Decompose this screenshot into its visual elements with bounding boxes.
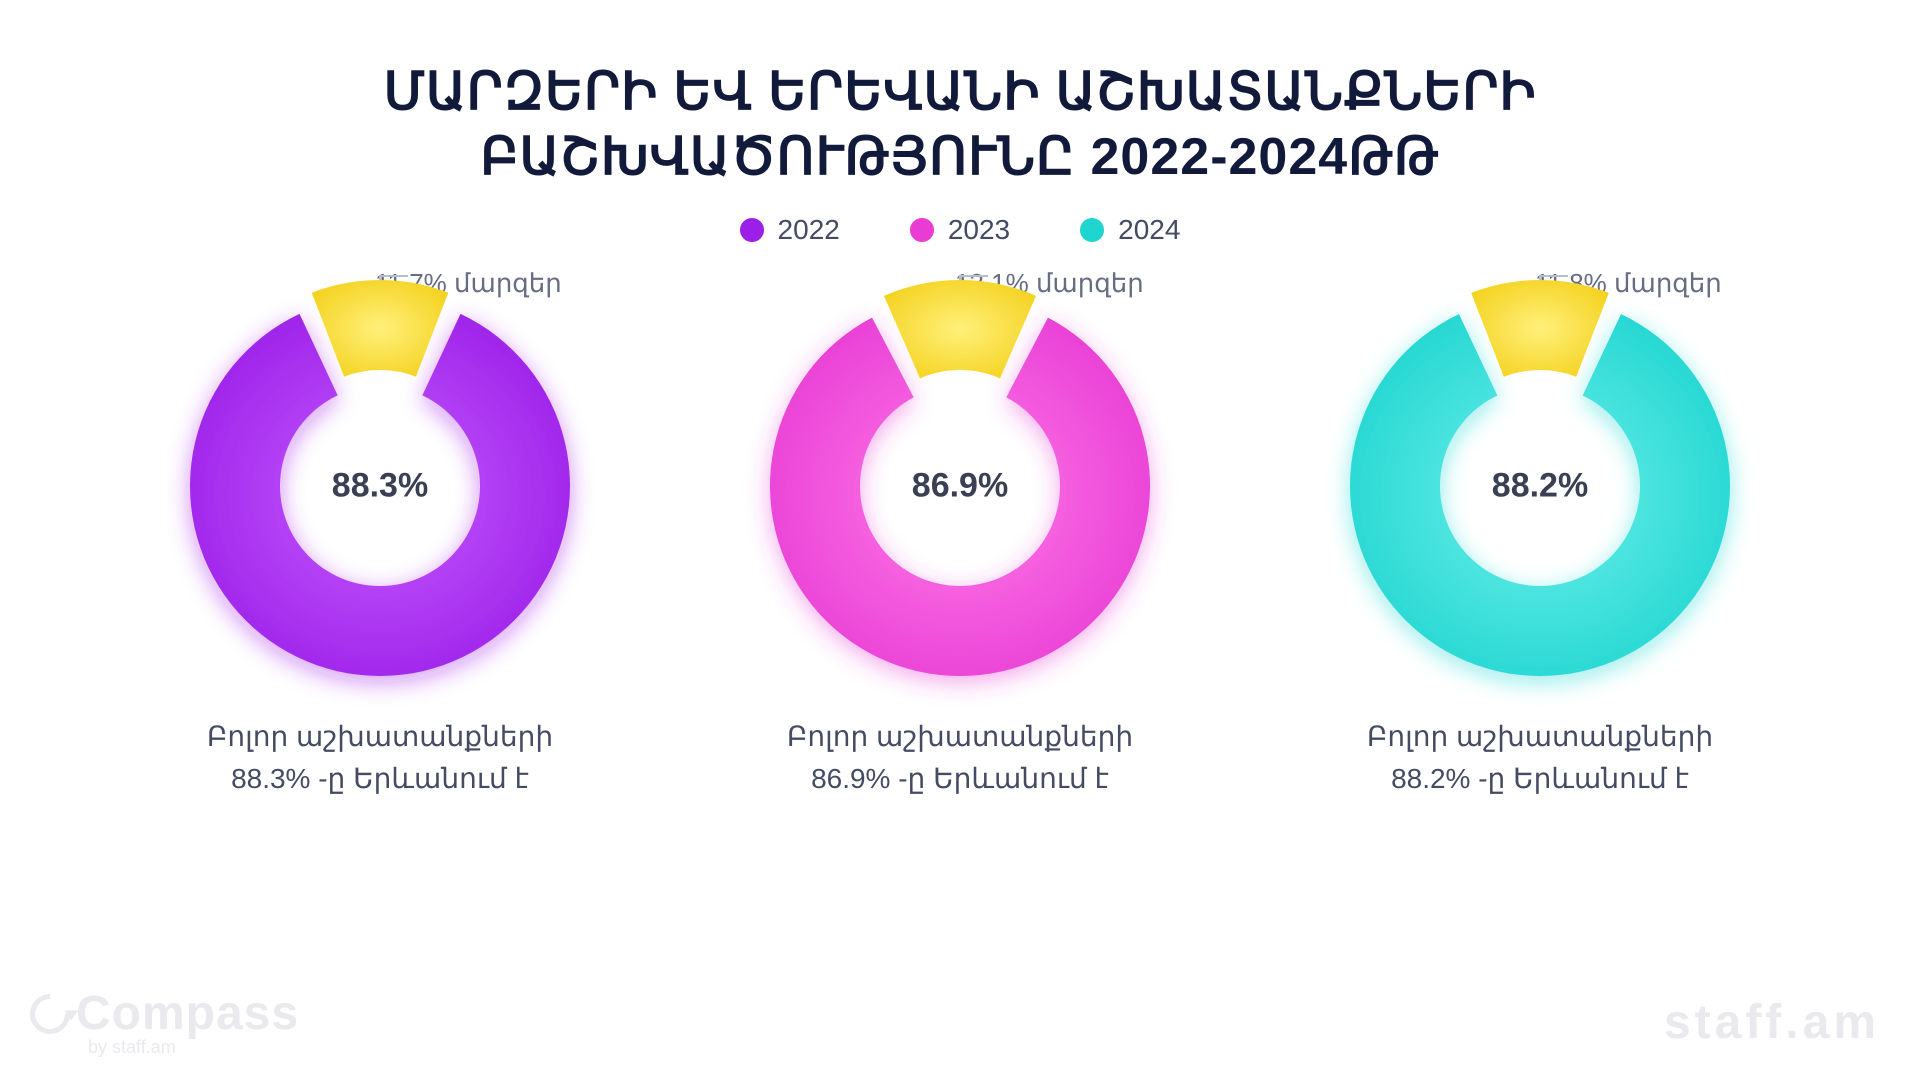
donut-minor-slice bbox=[1471, 280, 1609, 377]
donut-chart-2022: 88.3% bbox=[180, 286, 580, 686]
legend-label: 2022 bbox=[778, 214, 840, 246]
donut-center-label: 88.3% bbox=[332, 467, 428, 506]
watermark-left-text: Compass bbox=[76, 986, 299, 1041]
title-line-1: ՄԱՐԶԵՐԻ ԵՎ ԵՐԵՎԱՆԻ ԱՇԽԱՏԱՆՔՆԵՐԻ bbox=[0, 60, 1920, 125]
title-line-2: ԲԱՇԽՎԱԾՈՒԹՅՈՒՆԸ 2022-2024ԹԹ bbox=[0, 125, 1920, 190]
chart-card-2023: 13.1% մարզեր 86.9% Բոլոր աշխատանքների 86… bbox=[720, 286, 1200, 800]
chart-caption: Բոլոր աշխատանքների 88.2% -ը Երևանում է bbox=[1367, 716, 1713, 800]
watermark-staffam: staff.am bbox=[1664, 995, 1880, 1050]
legend-label: 2024 bbox=[1118, 214, 1180, 246]
chart-card-2022: 11.7% մարզեր 88.3% Բոլոր աշխատանքների 88… bbox=[140, 286, 620, 800]
legend-item-2023: 2023 bbox=[910, 214, 1010, 246]
legend-item-2024: 2024 bbox=[1080, 214, 1180, 246]
legend-item-2022: 2022 bbox=[740, 214, 840, 246]
donut-center-label: 86.9% bbox=[912, 467, 1008, 506]
caption-line-1: Բոլոր աշխատանքների bbox=[1367, 716, 1713, 758]
compass-icon bbox=[22, 985, 79, 1042]
caption-line-2: 86.9% -ը Երևանում է bbox=[787, 758, 1133, 800]
charts-row: 11.7% մարզեր 88.3% Բոլոր աշխատանքների 88… bbox=[0, 286, 1920, 800]
caption-line-2: 88.2% -ը Երևանում է bbox=[1367, 758, 1713, 800]
chart-caption: Բոլոր աշխատանքների 86.9% -ը Երևանում է bbox=[787, 716, 1133, 800]
donut-minor-slice bbox=[884, 280, 1036, 378]
legend-dot-icon bbox=[1080, 218, 1104, 242]
donut-chart-2023: 86.9% bbox=[760, 286, 1160, 686]
caption-line-2: 88.3% -ը Երևանում է bbox=[207, 758, 553, 800]
caption-line-1: Բոլոր աշխատանքների bbox=[207, 716, 553, 758]
caption-line-1: Բոլոր աշխատանքների bbox=[787, 716, 1133, 758]
legend-dot-icon bbox=[740, 218, 764, 242]
donut-minor-slice bbox=[312, 280, 449, 377]
donut-center-label: 88.2% bbox=[1492, 467, 1588, 506]
legend-label: 2023 bbox=[948, 214, 1010, 246]
watermark-compass: Compass by staff.am bbox=[30, 986, 299, 1058]
legend: 2022 2023 2024 bbox=[0, 214, 1920, 246]
chart-caption: Բոլոր աշխատանքների 88.3% -ը Երևանում է bbox=[207, 716, 553, 800]
legend-dot-icon bbox=[910, 218, 934, 242]
donut-chart-2024: 88.2% bbox=[1340, 286, 1740, 686]
chart-card-2024: 11.8% մարզեր 88.2% Բոլոր աշխատանքների 88… bbox=[1300, 286, 1780, 800]
chart-title: ՄԱՐԶԵՐԻ ԵՎ ԵՐԵՎԱՆԻ ԱՇԽԱՏԱՆՔՆԵՐԻ ԲԱՇԽՎԱԾՈ… bbox=[0, 0, 1920, 190]
